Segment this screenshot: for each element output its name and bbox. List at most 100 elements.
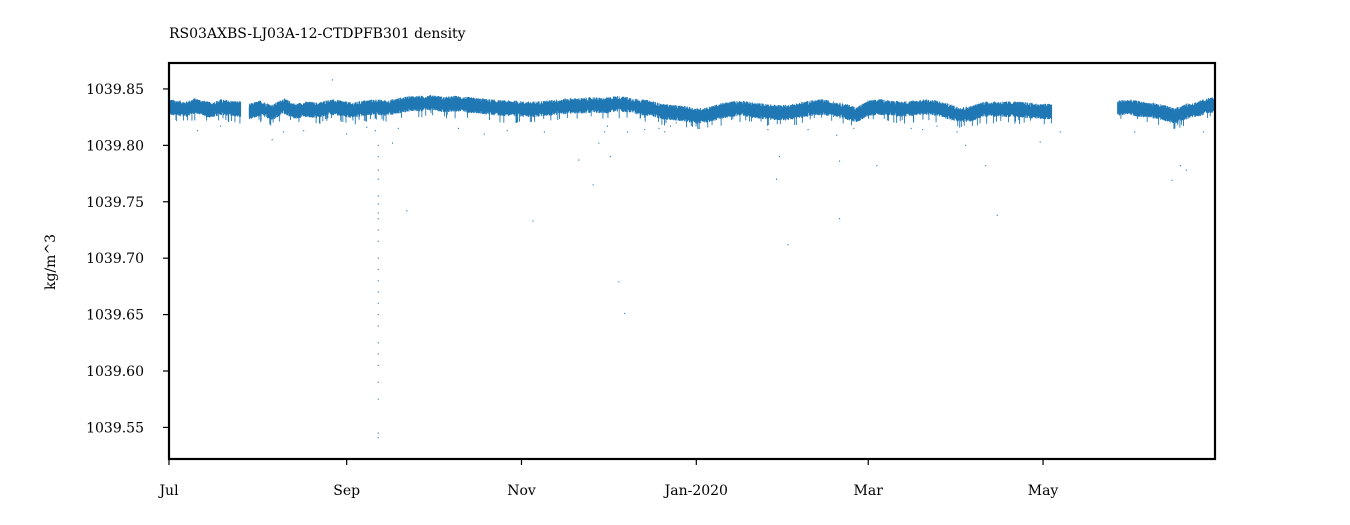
outlier-point xyxy=(378,342,379,343)
outlier-point xyxy=(378,218,379,219)
outlier-point xyxy=(378,156,379,157)
outlier-point xyxy=(699,128,700,129)
outlier-point xyxy=(788,244,789,245)
outlier-point xyxy=(283,131,284,132)
outlier-point xyxy=(378,212,379,213)
outlier-point xyxy=(346,133,347,134)
outlier-point xyxy=(406,210,407,211)
outlier-point xyxy=(607,126,608,127)
outlier-point xyxy=(378,325,379,326)
outlier-point xyxy=(378,145,379,146)
outlier-point xyxy=(911,128,912,129)
outlier-point xyxy=(965,145,966,146)
outlier-point xyxy=(1172,180,1173,181)
outlier-point xyxy=(839,218,840,219)
y-tick-label: 1039.85 xyxy=(86,82,144,98)
outlier-point xyxy=(484,133,485,134)
outlier-point xyxy=(375,130,376,131)
outlier-point xyxy=(1203,131,1204,132)
outlier-point xyxy=(598,143,599,144)
outlier-point xyxy=(544,131,545,132)
outlier-point xyxy=(985,165,986,166)
x-tick-label: May xyxy=(1028,483,1059,499)
x-tick-label: Jul xyxy=(157,483,179,499)
outlier-point xyxy=(808,129,809,130)
outlier-point xyxy=(378,258,379,259)
outlier-point xyxy=(618,281,619,282)
outlier-point xyxy=(957,131,958,132)
outlier-point xyxy=(378,170,379,171)
x-tick-label: Sep xyxy=(333,483,360,499)
outlier-point xyxy=(593,184,594,185)
y-tick-label: 1039.65 xyxy=(86,308,144,324)
outlier-point xyxy=(378,196,379,197)
outlier-point xyxy=(853,128,854,129)
x-tick-label: Mar xyxy=(854,483,884,499)
outlier-point xyxy=(378,303,379,304)
series-density-segment-1 xyxy=(249,95,1051,129)
outlier-point xyxy=(836,135,837,136)
outlier-point xyxy=(937,126,938,127)
outlier-point xyxy=(378,179,379,180)
outlier-point xyxy=(627,131,628,132)
outlier-point xyxy=(776,179,777,180)
outlier-point xyxy=(876,165,877,166)
outlier-point xyxy=(922,129,923,130)
outlier-point xyxy=(378,203,379,204)
outlier-point xyxy=(1060,131,1061,132)
outlier-point xyxy=(1134,131,1135,132)
chart-title: RS03AXBS-LJ03A-12-CTDPFB301 density xyxy=(169,26,466,42)
outlier-point xyxy=(398,128,399,129)
outlier-point xyxy=(332,79,333,80)
outlier-point xyxy=(220,126,221,127)
outlier-point xyxy=(1180,165,1181,166)
outlier-point xyxy=(610,156,611,157)
outlier-point xyxy=(378,399,379,400)
outlier-point xyxy=(197,130,198,131)
outlier-point xyxy=(839,161,840,162)
outlier-point xyxy=(604,131,605,132)
outlier-point xyxy=(378,353,379,354)
outlier-point xyxy=(378,314,379,315)
outlier-point xyxy=(378,269,379,270)
outlier-point xyxy=(303,130,304,131)
outlier-point xyxy=(272,139,273,140)
outlier-point xyxy=(676,122,677,123)
outlier-point xyxy=(378,291,379,292)
x-tick-label: Nov xyxy=(507,483,536,499)
outlier-point xyxy=(997,215,998,216)
outlier-point xyxy=(458,128,459,129)
outlier-point xyxy=(578,159,579,160)
y-tick-label: 1039.75 xyxy=(86,195,144,211)
outlier-point xyxy=(378,432,379,433)
outlier-point xyxy=(1040,141,1041,142)
outlier-point xyxy=(767,129,768,130)
outlier-point xyxy=(507,130,508,131)
outlier-point xyxy=(779,156,780,157)
outlier-point xyxy=(1186,170,1187,171)
outlier-point xyxy=(366,127,367,128)
data-layer xyxy=(169,79,1215,438)
y-tick-label: 1039.60 xyxy=(86,364,144,380)
y-tick-label: 1039.70 xyxy=(86,251,144,267)
x-tick-label: Jan-2020 xyxy=(663,483,728,499)
outlier-point xyxy=(378,382,379,383)
y-tick-label: 1039.80 xyxy=(86,138,144,154)
tick-layer: 1039.85 1039.80 1039.75 1039.70 1039.65 1039.… xyxy=(86,82,1058,499)
outlier-point xyxy=(644,129,645,130)
series-density-segment-0 xyxy=(169,98,241,123)
outlier-point xyxy=(378,241,379,242)
outlier-point xyxy=(378,229,379,230)
outlier-point xyxy=(664,131,665,132)
outlier-point xyxy=(378,365,379,366)
y-tick-label: 1039.55 xyxy=(86,420,144,436)
outlier-point xyxy=(378,280,379,281)
outlier-point xyxy=(624,313,625,314)
outlier-point xyxy=(659,128,660,129)
outlier-point xyxy=(532,220,533,221)
outlier-point xyxy=(392,143,393,144)
outlier-point xyxy=(378,437,379,438)
y-axis-label: kg/m^3 xyxy=(43,234,59,290)
outlier-point xyxy=(670,126,671,127)
